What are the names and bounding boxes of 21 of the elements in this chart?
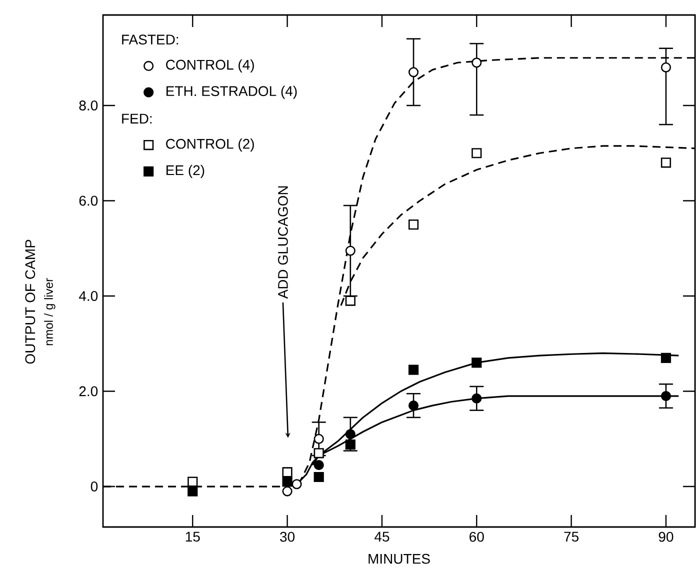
annotation: ADD GLUCAGON (278, 186, 288, 299)
legend-label: ETH. ESTRADOL (4) (166, 86, 297, 99)
y-tick-label: 6.0 (79, 196, 98, 206)
x-tick-label: 75 (564, 532, 579, 542)
x-axis-title: MINUTES (368, 554, 430, 564)
x-tick-label: 30 (280, 532, 295, 542)
y-tick-label: 0 (90, 482, 98, 492)
y-tick-label: 8.0 (79, 100, 98, 110)
x-tick-label: 90 (658, 532, 674, 542)
x-tick-label: 45 (374, 532, 390, 542)
legend-label: CONTROL (4) (166, 59, 254, 72)
y-axis-title: OUTPUT OF CAMP (25, 240, 36, 364)
y-tick-label: 4.0 (79, 291, 98, 301)
annotation: FASTED: (122, 34, 178, 45)
x-tick-label: 60 (470, 532, 484, 542)
x-tick-label: 15 (186, 532, 200, 542)
y-tick-label: 2.0 (79, 386, 98, 396)
legend-label: EE (2) (166, 164, 204, 178)
legend-label: CONTROL (2) (166, 138, 254, 152)
annotation: FED: (122, 114, 152, 124)
text: nmol / g liver (44, 278, 56, 346)
